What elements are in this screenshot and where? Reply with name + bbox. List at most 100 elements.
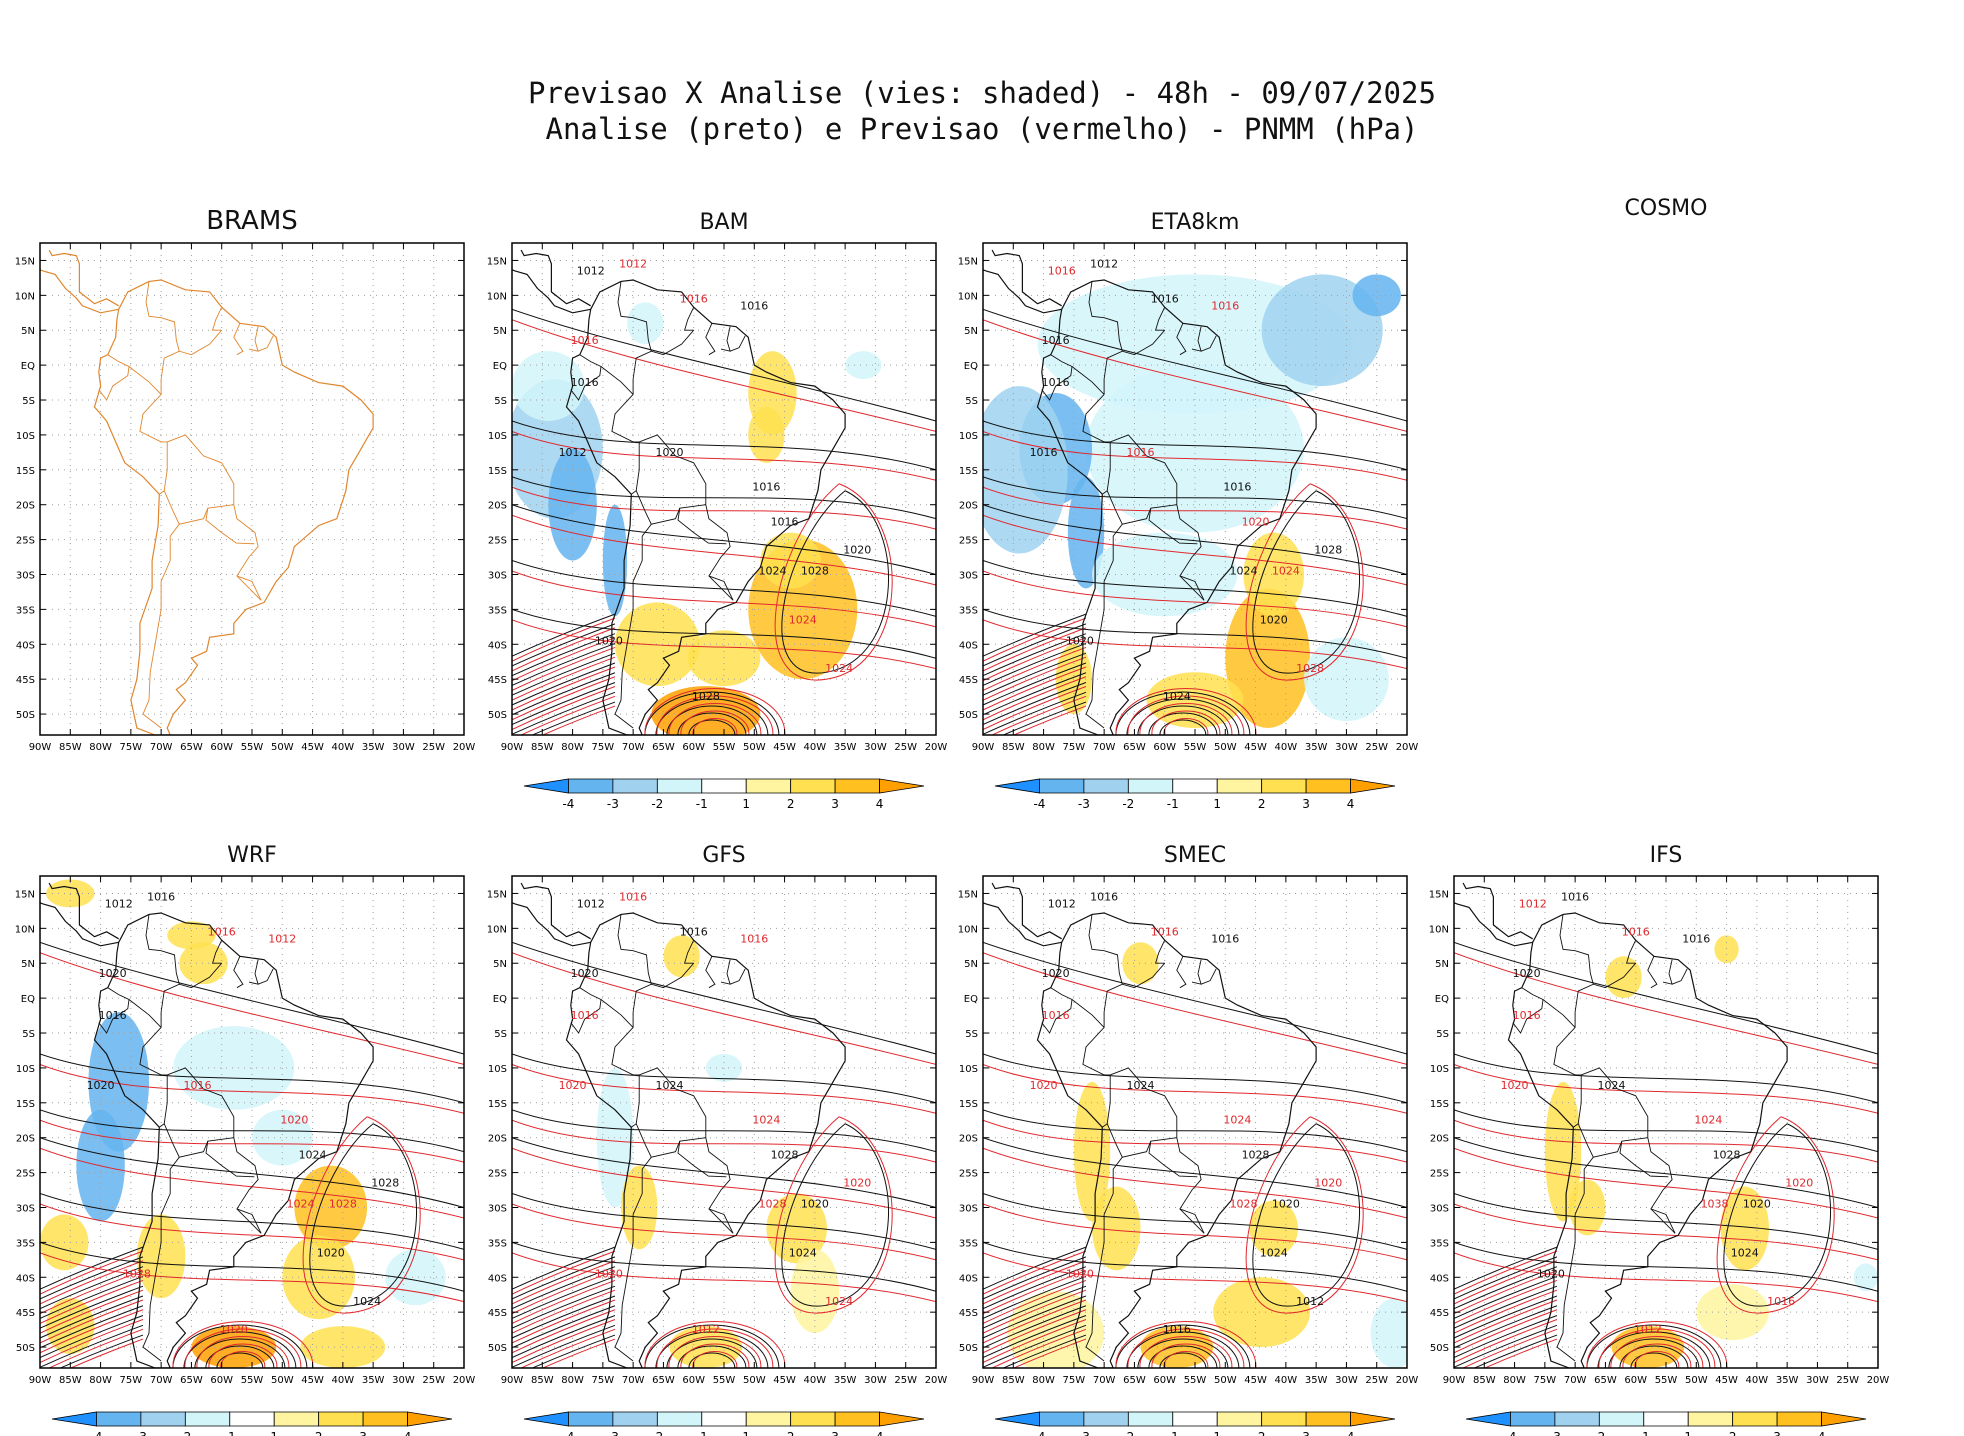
isobar-analysis xyxy=(512,682,616,725)
lat-tick-label: 5N xyxy=(493,959,507,970)
isobar-label: 1024 xyxy=(1272,564,1300,577)
isobar-label: 1016 xyxy=(1163,1323,1191,1336)
colorbar-label: -4 xyxy=(1033,1430,1045,1436)
isobar-label: 1028 xyxy=(1314,544,1342,557)
isobar-analysis xyxy=(40,941,464,1055)
figure-title-line-1: Previsao X Analise (vies: shaded) - 48h … xyxy=(528,76,1436,110)
coastline xyxy=(93,279,374,735)
lat-tick-label: 30S xyxy=(959,1203,978,1214)
lon-tick-label: 55W xyxy=(713,742,736,753)
lat-tick-label: 25S xyxy=(959,536,978,547)
lat-tick-label: 15S xyxy=(16,1099,35,1110)
isobar-forecast xyxy=(983,1289,1087,1334)
lon-tick-label: 40W xyxy=(1275,1375,1298,1386)
lon-tick-label: 90W xyxy=(501,742,524,753)
isobar-analysis xyxy=(40,1315,144,1358)
lon-tick-label: 70W xyxy=(150,742,173,753)
panel-title: ETA8km xyxy=(1151,210,1240,235)
isobar-forecast xyxy=(512,1260,616,1305)
bias-shading xyxy=(1007,1291,1105,1368)
isobar-analysis xyxy=(666,1338,758,1368)
isobar-analysis xyxy=(983,1193,1407,1250)
lon-tick-label: 25W xyxy=(1365,1375,1388,1386)
isobar-forecast xyxy=(512,1319,616,1363)
map-area: 1016 1012 1016 1016 1016 1016 1016 1016 1016 1020… xyxy=(983,243,1407,735)
isobar-analysis xyxy=(983,420,1407,471)
lon-tick-label: 40W xyxy=(332,1375,355,1386)
isobar-analysis xyxy=(1454,1285,1558,1329)
lon-tick-label: 20W xyxy=(1396,742,1419,753)
isobar-analysis xyxy=(309,1123,418,1307)
coastline xyxy=(1454,902,1533,947)
isobar-label: 1020 xyxy=(1260,613,1288,626)
isobar-analysis xyxy=(512,1109,936,1153)
isobar-forecast xyxy=(1454,1147,1878,1219)
lon-tick-label: 25W xyxy=(422,1375,445,1386)
colorbar-label: -3 xyxy=(135,1430,147,1436)
panel-title: IFS xyxy=(1650,843,1683,868)
isobar-analysis xyxy=(983,1305,1087,1349)
panel-title: GFS xyxy=(702,843,745,868)
lat-tick-label: 5S xyxy=(494,396,507,407)
isobar-label: 1012 xyxy=(1519,897,1547,910)
isobar-analysis xyxy=(983,672,1087,716)
isobar-analysis xyxy=(531,1334,616,1368)
isobar-forecast xyxy=(1127,1328,1245,1368)
map-area: 1012 1016 1016 1016 1020 1016 1020 1024 1024 1028… xyxy=(1454,876,1878,1368)
lon-tick-label: 60W xyxy=(210,742,233,753)
colorbar-swatch xyxy=(1510,1411,1556,1427)
isobar-analysis xyxy=(983,1315,1087,1358)
coastline xyxy=(520,249,592,307)
lon-tick-label: 30W xyxy=(864,1375,887,1386)
lon-tick-label: 80W xyxy=(1032,742,1055,753)
isobar-label: 1038 xyxy=(1700,1197,1728,1210)
isobar-forecast xyxy=(983,1270,1087,1315)
colorbar-label: 1 xyxy=(270,1430,278,1436)
lon-tick-label: 40W xyxy=(332,742,355,753)
lat-tick-label: 40S xyxy=(16,1273,35,1284)
isobar-label: 1012 xyxy=(1634,1323,1662,1336)
isobar-label: 1016 xyxy=(1090,890,1118,903)
isobar-analysis xyxy=(1454,1193,1878,1250)
country-border xyxy=(570,354,602,401)
isobar-forecast xyxy=(1454,1252,1878,1303)
isobar-forecast xyxy=(40,1279,144,1324)
lon-tick-label: 60W xyxy=(682,742,705,753)
isobar-label: 1012 xyxy=(577,264,605,277)
lat-tick-label: 50S xyxy=(488,1343,507,1354)
isobar-forecast xyxy=(668,1336,762,1368)
isobar-label: 1016 xyxy=(1048,264,1076,277)
isobar-analysis xyxy=(983,1275,1087,1319)
colorbar-label: 2 xyxy=(315,1430,323,1436)
colorbar-label: 4 xyxy=(876,797,884,811)
lon-tick-label: 25W xyxy=(894,1375,917,1386)
colorbar-swatch xyxy=(745,1411,792,1427)
isobar-label: 1024 xyxy=(825,1295,853,1308)
lon-tick-label: 30W xyxy=(864,742,887,753)
isobar-label: 1024 xyxy=(752,1114,780,1127)
isobar-analysis xyxy=(1454,1137,1878,1208)
lon-tick-label: 35W xyxy=(834,742,857,753)
isobar-forecast xyxy=(512,1119,936,1163)
bias-shading xyxy=(1696,1284,1769,1341)
lat-tick-label: 30S xyxy=(488,1203,507,1214)
isobar-analysis xyxy=(983,642,1087,686)
isobar-analysis xyxy=(1454,1295,1558,1339)
isobar-label: 1016 xyxy=(771,516,799,529)
lat-tick-label: 25S xyxy=(16,1169,35,1180)
isobar-label: 1024 xyxy=(299,1149,327,1162)
lat-tick-label: 45S xyxy=(16,675,35,686)
isobar-label: 1020 xyxy=(1066,634,1094,647)
isobar-forecast xyxy=(1454,1270,1558,1315)
isobar-forecast xyxy=(1454,1063,1878,1114)
lon-tick-label: 60W xyxy=(1624,1375,1647,1386)
country-border xyxy=(600,366,634,395)
lat-tick-label: EQ xyxy=(21,361,35,372)
country-border xyxy=(139,962,223,1076)
lat-tick-label: 15S xyxy=(959,1099,978,1110)
lon-tick-label: 70W xyxy=(622,1375,645,1386)
isobar-analysis xyxy=(40,1275,144,1319)
lon-tick-label: 50W xyxy=(743,1375,766,1386)
lat-tick-label: 25S xyxy=(488,1169,507,1180)
